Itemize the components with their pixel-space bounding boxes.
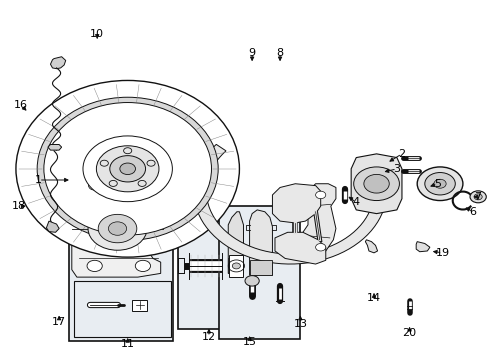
Circle shape — [120, 163, 135, 175]
Bar — [219, 206, 300, 339]
Text: 2: 2 — [398, 149, 405, 159]
Ellipse shape — [37, 97, 218, 240]
Text: 20: 20 — [402, 328, 416, 338]
Circle shape — [232, 263, 240, 269]
Circle shape — [315, 243, 325, 251]
Bar — [178, 221, 259, 329]
Text: 14: 14 — [366, 293, 380, 303]
Circle shape — [137, 181, 149, 190]
Bar — [132, 300, 147, 311]
Text: 4: 4 — [352, 197, 359, 207]
Text: 5: 5 — [433, 179, 440, 189]
Circle shape — [135, 260, 150, 271]
Text: 11: 11 — [121, 339, 134, 349]
Polygon shape — [77, 213, 161, 229]
Circle shape — [424, 172, 454, 195]
Circle shape — [353, 167, 399, 201]
Ellipse shape — [44, 103, 211, 235]
Circle shape — [416, 167, 462, 201]
Polygon shape — [50, 57, 65, 69]
Ellipse shape — [16, 80, 239, 257]
Polygon shape — [249, 210, 272, 275]
Text: 15: 15 — [242, 337, 256, 347]
Polygon shape — [302, 184, 335, 258]
Polygon shape — [272, 184, 320, 223]
Text: 10: 10 — [90, 29, 104, 39]
Text: 3: 3 — [392, 164, 400, 174]
Circle shape — [315, 191, 325, 199]
Polygon shape — [72, 172, 161, 277]
Polygon shape — [228, 212, 243, 273]
Circle shape — [469, 191, 485, 203]
Text: 17: 17 — [52, 317, 66, 327]
Text: 12: 12 — [202, 332, 216, 342]
Polygon shape — [274, 232, 325, 264]
Polygon shape — [48, 144, 61, 150]
Circle shape — [473, 194, 481, 200]
Circle shape — [98, 214, 137, 243]
Polygon shape — [46, 221, 59, 232]
Polygon shape — [365, 240, 377, 253]
Circle shape — [83, 136, 172, 202]
Polygon shape — [415, 242, 429, 252]
Bar — [74, 281, 170, 337]
Bar — [69, 176, 173, 341]
Circle shape — [96, 146, 159, 192]
Circle shape — [88, 207, 147, 250]
Text: 8: 8 — [276, 48, 283, 58]
Circle shape — [433, 179, 445, 188]
Bar — [229, 255, 243, 277]
Text: 9: 9 — [248, 48, 255, 58]
Circle shape — [244, 276, 259, 286]
Polygon shape — [249, 260, 272, 275]
Polygon shape — [228, 258, 243, 273]
Circle shape — [87, 260, 102, 271]
Polygon shape — [350, 154, 401, 213]
Text: 7: 7 — [474, 192, 481, 202]
Polygon shape — [193, 144, 386, 264]
Circle shape — [108, 222, 126, 235]
Circle shape — [110, 156, 145, 182]
Text: 16: 16 — [14, 100, 28, 110]
Circle shape — [88, 181, 101, 190]
Text: 1: 1 — [35, 175, 42, 185]
Text: 6: 6 — [468, 207, 476, 217]
Text: 18: 18 — [11, 201, 25, 211]
Text: 19: 19 — [435, 248, 449, 258]
Circle shape — [363, 174, 388, 193]
Text: 13: 13 — [293, 319, 307, 329]
